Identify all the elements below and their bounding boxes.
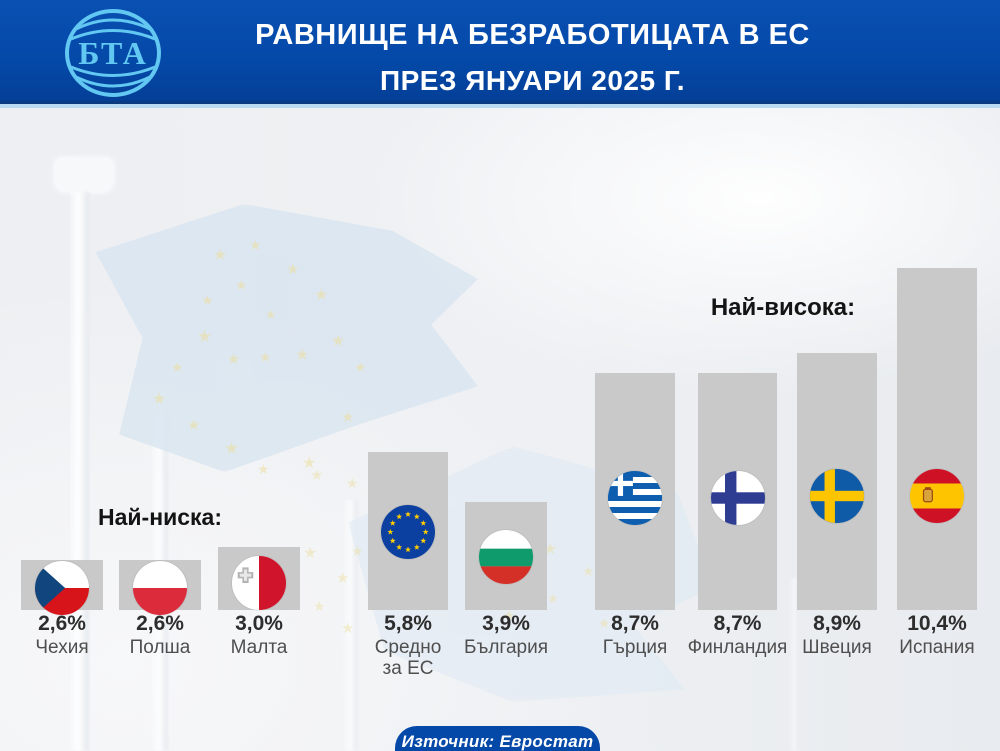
- bar-label-group: 3,0% Малта: [184, 613, 334, 657]
- bar-label-group: 10,4% Испания: [862, 613, 1000, 657]
- value-label: 2,6%: [38, 612, 86, 635]
- country-label: Чехия: [35, 637, 89, 658]
- country-label: Полша: [129, 637, 191, 658]
- bar-es: [897, 268, 977, 610]
- bar-label-group: 5,8% Средно за ЕС: [333, 613, 483, 678]
- value-label: 3,0%: [235, 612, 283, 635]
- watermark-star-icon: ★: [354, 359, 367, 375]
- header-banner: БТА РАВНИЩЕ НА БЕЗРАБОТИЦАТА В ЕС ПРЕЗ Я…: [0, 0, 1000, 104]
- bar-label-group: 3,9% България: [431, 613, 581, 657]
- watermark-star-icon: ★: [171, 359, 184, 375]
- value-label: 8,7%: [611, 612, 659, 635]
- watermark-star-icon: ★: [351, 543, 364, 559]
- eu-flag-icon: [381, 505, 435, 559]
- watermark-star-icon: ★: [227, 351, 241, 368]
- country-label: Средно: [374, 637, 442, 658]
- bar-label-group: 2,6% Чехия: [0, 613, 137, 657]
- watermark-star-icon: ★: [582, 563, 595, 579]
- watermark-star-icon: ★: [341, 409, 355, 426]
- watermark-star-icon: ★: [346, 475, 359, 491]
- bar-label-group: 8,7% Гърция: [560, 613, 710, 657]
- watermark-star-icon: ★: [313, 598, 326, 614]
- watermark-star-icon: ★: [314, 287, 329, 304]
- bg-flag-icon: [479, 530, 533, 584]
- source-label: Източник: Евростат: [401, 732, 594, 751]
- watermark-star-icon: ★: [547, 591, 559, 606]
- watermark-star-icon: ★: [336, 570, 350, 587]
- fi-flag-icon: [710, 471, 765, 525]
- gr-flag-icon: [608, 471, 662, 525]
- value-label: 8,7%: [713, 612, 762, 635]
- pl-flag-icon: [133, 561, 187, 615]
- group-label-highest: Най-висока:: [710, 294, 856, 321]
- watermark-star-icon: ★: [152, 391, 167, 408]
- value-label: 5,8%: [384, 612, 432, 635]
- country-label: Малта: [230, 637, 288, 658]
- eu-flag-watermark: [95, 204, 478, 472]
- flagpole-cap-watermark: [53, 156, 115, 194]
- watermark-star-icon: ★: [302, 455, 317, 472]
- country-label: Испания: [899, 637, 975, 658]
- watermark-star-icon: ★: [295, 347, 310, 364]
- watermark-star-icon: ★: [224, 439, 240, 458]
- cz-flag-icon: [35, 561, 89, 615]
- group-label-lowest: Най-ниска:: [98, 504, 222, 530]
- watermark-star-icon: ★: [235, 277, 248, 293]
- watermark-star-icon: ★: [197, 327, 213, 346]
- flagpole-watermark: [70, 192, 89, 751]
- watermark-star-icon: ★: [201, 292, 214, 308]
- watermark-star-icon: ★: [187, 417, 201, 434]
- value-label: 8,9%: [813, 612, 861, 635]
- watermark-star-icon: ★: [286, 261, 300, 278]
- bar-label-group: 8,7% Финландия: [663, 613, 813, 657]
- country-label: Гърция: [602, 637, 668, 658]
- country-label: Финландия: [687, 637, 788, 658]
- title-line-2: ПРЕЗ ЯНУАРИ 2025 Г.: [380, 65, 685, 96]
- title-line-1: РАВНИЩЕ НА БЕЗРАБОТИЦАТА В ЕС: [255, 19, 810, 51]
- mt-flag-icon: [232, 556, 286, 610]
- country-label: Швеция: [802, 637, 872, 658]
- bar-label-group: 8,9% Швеция: [762, 613, 912, 657]
- source-pill: Източник: Евростат: [395, 726, 600, 751]
- chart-area: ★★★★★★★★★★★★★★★★★★★★★★★★★★★★★★★★★★★★★★ Н…: [0, 108, 1000, 751]
- bta-logo-text: БТА: [78, 35, 148, 71]
- bar-label-group: 2,6% Полша: [85, 613, 235, 657]
- country-label: България: [464, 637, 548, 658]
- watermark-star-icon: ★: [303, 545, 318, 562]
- watermark-star-icon: ★: [310, 467, 324, 484]
- watermark-star-icon: ★: [259, 349, 272, 365]
- watermark-star-icon: ★: [331, 333, 346, 350]
- page-title: РАВНИЩЕ НА БЕЗРАБОТИЦАТА В ЕС ПРЕЗ ЯНУАР…: [65, 0, 1000, 104]
- se-flag-icon: [810, 469, 864, 523]
- watermark-star-icon: ★: [249, 237, 262, 253]
- watermark-star-icon: ★: [265, 307, 277, 322]
- watermark-star-icon: ★: [257, 461, 270, 477]
- es-flag-icon: [910, 469, 964, 523]
- value-label: 2,6%: [136, 612, 184, 635]
- value-label: 3,9%: [482, 612, 530, 635]
- country-label: за ЕС: [382, 658, 434, 679]
- watermark-star-icon: ★: [213, 247, 228, 264]
- value-label: 10,4%: [907, 612, 967, 635]
- header-divider: [0, 104, 1000, 108]
- bta-logo-icon: БТА: [65, 9, 161, 97]
